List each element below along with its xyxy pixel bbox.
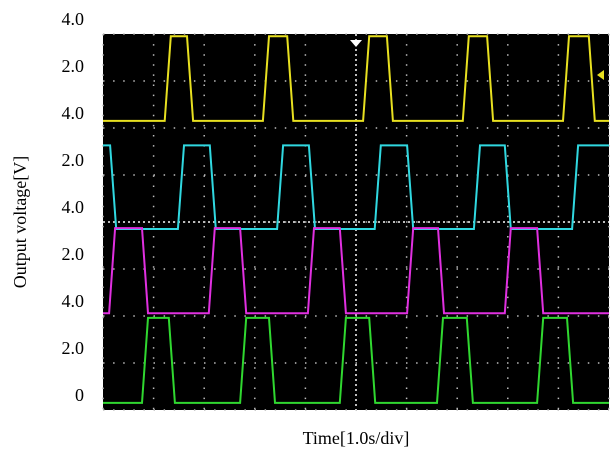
x-axis-label: Time[1.0s/div]: [303, 428, 410, 448]
level-marker: [597, 70, 604, 80]
trace: [103, 35, 609, 122]
grid: [102, 33, 610, 411]
y-tick-label: 2.0: [62, 150, 85, 170]
y-tick-label: 2.0: [62, 338, 85, 358]
y-tick-label: 4.0: [62, 291, 85, 311]
traces: [103, 35, 609, 404]
trace: [103, 227, 609, 315]
trace: [103, 144, 609, 230]
y-tick-label: 4.0: [62, 197, 85, 217]
trace: [103, 316, 609, 404]
y-tick-label: 2.0: [62, 56, 85, 76]
trigger-marker: [350, 40, 362, 47]
y-tick-label: 4.0: [62, 9, 85, 29]
y-tick-label: 2.0: [62, 244, 85, 264]
y-tick-label: 4.0: [62, 103, 85, 123]
y-tick-label: 0: [75, 385, 84, 405]
y-axis-label: Output voltage[V]: [10, 156, 30, 288]
